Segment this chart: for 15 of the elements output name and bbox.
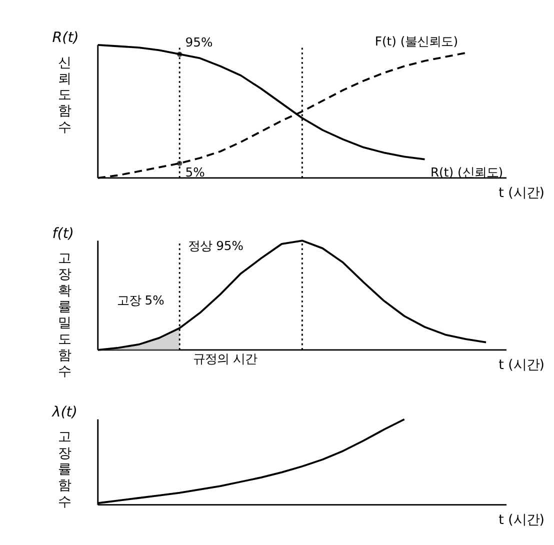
text: 고장률함수 (58, 430, 72, 510)
x-axis-title: t (시간) (498, 186, 544, 201)
annotation: 95% (185, 36, 214, 50)
text: 고장확률밀도함수 (58, 252, 72, 380)
x-axis-title: t (시간) (498, 358, 544, 373)
annotation: 정상 95% (188, 238, 244, 253)
text: 규정의 시간 (192, 352, 257, 366)
series-label: F(t) (불신뢰도) (374, 34, 458, 48)
annotation: 5% (185, 166, 206, 180)
y-axis-title: f(t) (52, 226, 74, 242)
y-axis-title: R(t) (52, 30, 79, 46)
y-axis-title: λ(t) (51, 404, 78, 420)
text: 신뢰도함수 (58, 56, 72, 136)
annotation: 고장 5% (116, 294, 165, 308)
x-axis-title: t (시간) (498, 512, 544, 528)
